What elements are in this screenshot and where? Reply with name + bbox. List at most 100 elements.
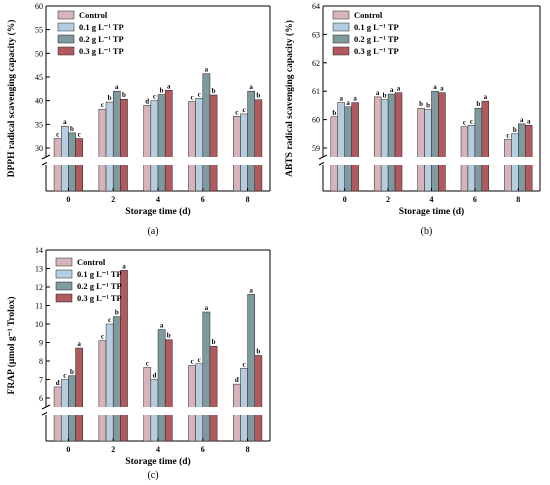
bar-1-4: [143, 367, 152, 442]
bar-3-2: [112, 316, 121, 442]
bar-significance-label: a: [520, 116, 524, 124]
bar-significance-label: b: [383, 92, 387, 100]
bar-significance-label: a: [390, 86, 394, 94]
y-tick-label: 9: [39, 339, 43, 348]
x-tick-label: 8: [516, 195, 520, 204]
y-tick-label: 11: [35, 302, 43, 311]
y-axis-label: FRAP (μmol g⁻¹ Trolox): [6, 297, 17, 395]
bar-significance-label: b: [108, 94, 112, 102]
bar-significance-label: a: [376, 89, 380, 97]
bar-significance-label: b: [426, 102, 430, 110]
bar-significance-label: b: [212, 338, 216, 346]
bar-significance-label: c: [198, 90, 201, 98]
legend-label: 0.3 g L⁻¹ TP: [79, 46, 124, 56]
bar-significance-label: a: [63, 118, 67, 126]
bar-4-6: [481, 100, 490, 192]
legend-swatch: [55, 281, 73, 291]
x-tick-label: 8: [246, 195, 250, 204]
legend-label: 0.2 g L⁻¹ TP: [354, 34, 399, 44]
bar-1-4: [143, 105, 152, 192]
bar-4-2: [394, 92, 403, 192]
legend-swatch: [57, 22, 75, 32]
bar-significance-label: c: [153, 93, 156, 101]
bar-significance-label: c: [56, 131, 59, 139]
bar-2-2: [105, 101, 114, 192]
x-tick-label: 2: [111, 445, 115, 454]
bar-4-4: [164, 339, 173, 442]
y-axis-label: ABTS radical scavenging capacity (%): [284, 20, 295, 177]
x-axis-label: Storage time (d): [399, 206, 464, 217]
bar-4-4: [438, 92, 446, 192]
bar-2-0: [337, 102, 345, 192]
y-tick-label: 7: [39, 376, 43, 385]
bar-2-8: [240, 113, 248, 192]
bar-significance-label: a: [115, 83, 119, 91]
panel-label: (b): [421, 226, 433, 237]
bar-significance-label: c: [198, 356, 201, 364]
bar-significance-label: c: [146, 359, 149, 367]
x-tick-label: 6: [473, 195, 477, 204]
x-tick-label: 2: [111, 195, 115, 204]
bar-significance-label: a: [339, 95, 343, 103]
legend-label: 0.1 g L⁻¹ TP: [79, 22, 124, 32]
bar-significance-label: a: [433, 83, 437, 91]
x-tick-label: 0: [66, 195, 70, 204]
legend-label: Control: [354, 10, 383, 20]
x-tick-label: 0: [343, 195, 347, 204]
bar-3-4: [157, 329, 166, 442]
bar-4-8: [254, 355, 263, 442]
legend-label: 0.2 g L⁻¹ TP: [77, 281, 122, 291]
y-tick-label: 55: [35, 26, 43, 35]
x-axis-label: Storage time (d): [125, 456, 190, 467]
y-tick-label: 10: [35, 320, 43, 329]
y-tick-label: 13: [35, 265, 43, 274]
y-tick-label: 64: [312, 2, 320, 11]
y-tick-label: 61: [312, 87, 320, 96]
legend-swatch: [55, 269, 73, 279]
bar-2-6: [195, 98, 204, 192]
x-tick-label: 6: [201, 195, 205, 204]
bar-significance-label: a: [353, 95, 357, 103]
bar-1-2: [98, 108, 107, 192]
bar-1-6: [188, 101, 196, 192]
bar-significance-label: c: [108, 316, 111, 324]
bar-4-0: [351, 102, 359, 192]
bar-significance-label: d: [152, 372, 156, 380]
bar-4-2: [120, 270, 128, 442]
bar-4-2: [120, 98, 128, 192]
x-tick-label: 4: [430, 195, 434, 204]
legend-swatch: [332, 22, 350, 32]
bar-significance-label: d: [56, 379, 60, 387]
bar-1-4: [417, 107, 425, 192]
y-tick-label: 60: [35, 2, 43, 11]
axis-break-mark: [41, 404, 51, 410]
bar-3-2: [387, 93, 396, 192]
bar-significance-label: b: [70, 368, 74, 376]
bar-significance-label: c: [78, 131, 81, 139]
bar-significance-label: b: [122, 91, 126, 99]
legend-label: Control: [79, 10, 108, 20]
bar-significance-label: b: [212, 87, 216, 95]
bar-significance-label: a: [205, 66, 209, 74]
bar-significance-label: a: [527, 117, 531, 125]
bar-significance-label: c: [463, 119, 466, 127]
bar-2-4: [424, 109, 432, 192]
y-tick-label: 62: [312, 59, 320, 68]
bar-significance-label: a: [440, 85, 444, 93]
y-tick-label: 8: [39, 357, 43, 366]
legend-swatch: [57, 10, 75, 20]
bar-significance-label: d: [145, 97, 149, 105]
panel-label: (a): [147, 226, 158, 237]
axis-break-band: [324, 157, 539, 165]
bar-significance-label: a: [77, 340, 81, 348]
bar-3-2: [112, 90, 121, 192]
bar-significance-label: a: [160, 322, 164, 330]
bar-2-2: [105, 323, 114, 442]
bar-significance-label: a: [249, 286, 253, 294]
bar-significance-label: c: [190, 94, 193, 102]
axis-break-band: [47, 157, 269, 165]
x-tick-label: 4: [156, 195, 160, 204]
